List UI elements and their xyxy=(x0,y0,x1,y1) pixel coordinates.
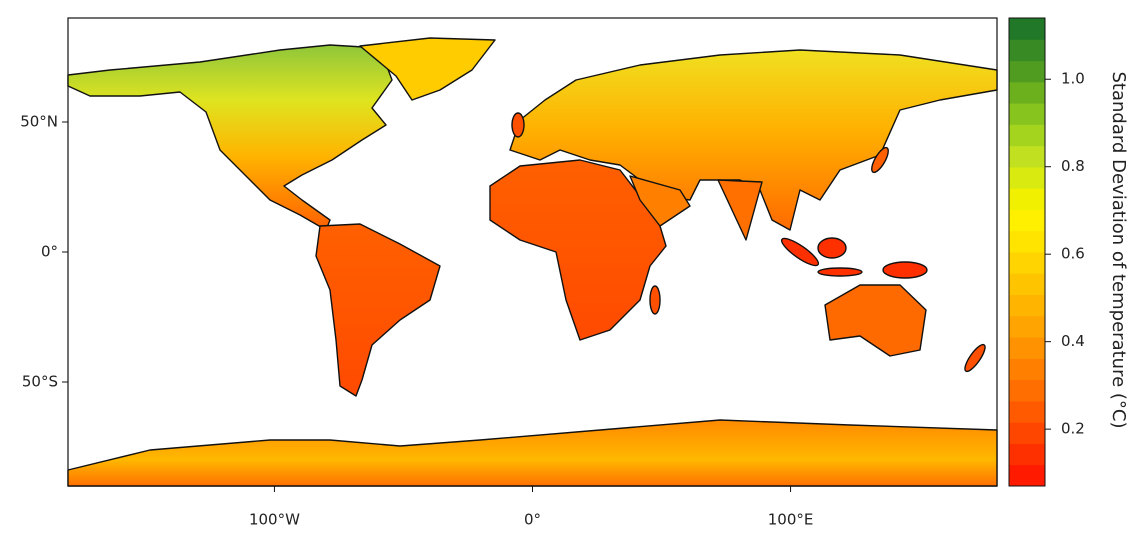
colorbar-band xyxy=(1009,18,1045,40)
borneo xyxy=(817,237,847,259)
y-tick-label: 50°N xyxy=(20,113,58,131)
south-america xyxy=(315,223,441,397)
colorbar-band xyxy=(1009,315,1045,338)
madagascar xyxy=(649,285,661,315)
eurasia xyxy=(509,49,998,231)
colorbar-band xyxy=(1009,422,1045,444)
sumatra xyxy=(780,237,820,267)
colorbar-band xyxy=(1009,166,1045,189)
japan xyxy=(871,146,889,174)
colorbar-label: Standard Deviation of temperature (°C) xyxy=(1108,72,1129,429)
y-tick-label: 0° xyxy=(41,243,58,261)
colorbar-band xyxy=(1009,81,1045,104)
x-tick-label: 100°E xyxy=(768,511,814,529)
colorbar-band xyxy=(1009,103,1045,125)
colorbar-band xyxy=(1009,209,1045,232)
colorbar-tick-label: 1.0 xyxy=(1061,70,1085,88)
colorbar-band xyxy=(1009,443,1045,466)
colorbar-band xyxy=(1009,39,1045,62)
colorbar-tick-label: 0.2 xyxy=(1061,420,1085,438)
x-tick-label: 100°W xyxy=(249,511,300,529)
colorbar-tick-label: 0.4 xyxy=(1061,332,1085,350)
colorbar-band xyxy=(1009,60,1045,83)
colorbar-band xyxy=(1009,379,1045,402)
colorbar-band xyxy=(1009,400,1045,423)
colorbar-band xyxy=(1009,252,1045,274)
antarctica xyxy=(67,419,998,487)
x-tick-label: 0° xyxy=(524,511,541,529)
colorbar-band xyxy=(1009,358,1045,381)
british-isles xyxy=(511,112,525,138)
greenland xyxy=(359,37,496,101)
colorbar-band xyxy=(1009,145,1045,168)
colorbar-band xyxy=(1009,337,1045,359)
india xyxy=(717,179,763,241)
new-guinea xyxy=(882,261,928,279)
australia xyxy=(824,284,927,357)
landmasses xyxy=(67,37,998,487)
colorbar-tick-label: 0.8 xyxy=(1061,157,1085,175)
colorbar-band xyxy=(1009,230,1045,253)
y-tick-label: 50°S xyxy=(22,373,58,391)
colorbar-band xyxy=(1009,188,1045,210)
africa xyxy=(489,159,667,341)
colorbar-band xyxy=(1009,124,1045,147)
java xyxy=(817,267,863,277)
new-zealand xyxy=(964,343,986,373)
arabia xyxy=(629,175,691,227)
colorbar-band xyxy=(1009,273,1045,296)
north-america xyxy=(67,44,393,231)
colorbar-band xyxy=(1009,464,1045,487)
colorbar-tick-label: 0.6 xyxy=(1061,245,1085,263)
colorbar-band xyxy=(1009,294,1045,317)
colorbar-frame xyxy=(1008,17,1046,487)
